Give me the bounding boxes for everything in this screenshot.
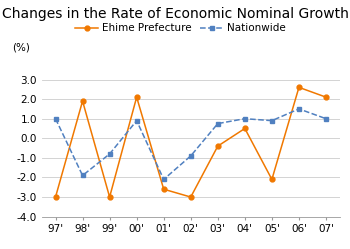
Legend: Ehime Prefecture, Nationwide: Ehime Prefecture, Nationwide: [71, 19, 290, 37]
Text: (%): (%): [12, 42, 30, 52]
Text: Changes in the Rate of Economic Nominal Growth: Changes in the Rate of Economic Nominal …: [1, 7, 349, 21]
